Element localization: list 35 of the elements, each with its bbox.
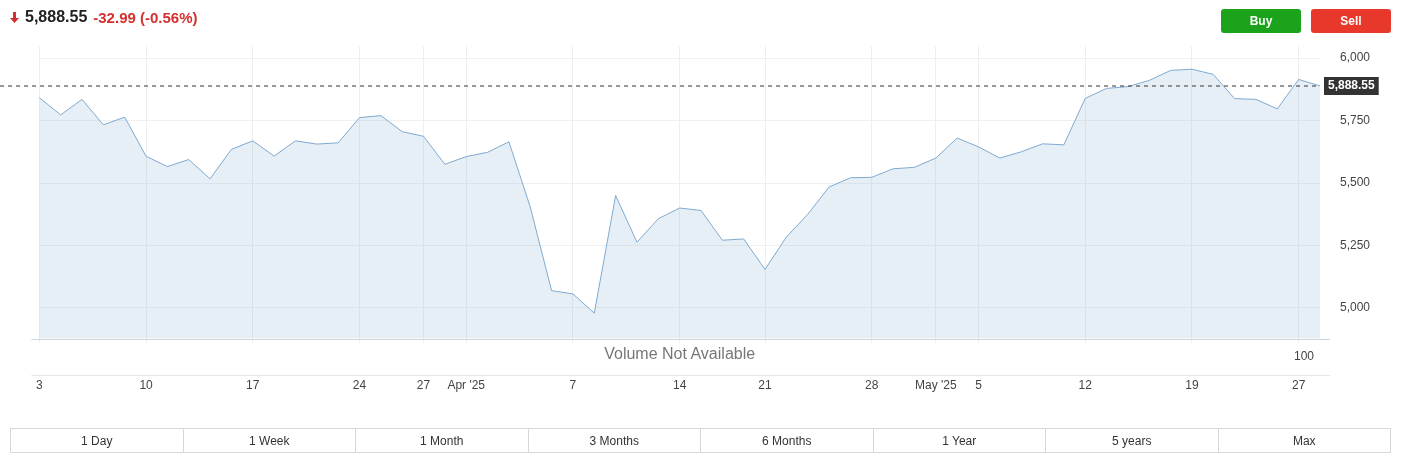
- y-tick-label: 5,500: [1340, 175, 1371, 190]
- text: 6 Months: [700, 429, 873, 452]
- y-tick-label: 6,000: [1340, 50, 1371, 65]
- text: 100: [1293, 348, 1315, 363]
- text: 1 Day: [80, 432, 114, 450]
- text: 1 Year: [872, 429, 1045, 452]
- x-tick-label: 27: [1291, 378, 1306, 393]
- y-tick-label: 5,000: [1340, 300, 1371, 315]
- x-tick-label: 21: [758, 378, 773, 393]
- x-tick-label: May '25: [914, 378, 957, 393]
- x-tick-label: 3: [35, 378, 43, 393]
- x-tick-label: 28: [865, 378, 879, 393]
- x-tick-label: 19: [1185, 378, 1199, 393]
- text: 5 years: [1045, 429, 1218, 452]
- x-tick-label: 10: [139, 378, 154, 393]
- text: 1 Month: [355, 429, 528, 452]
- text: Sell: [1311, 9, 1391, 33]
- ref-line-label: 5,888.55: [1328, 78, 1376, 93]
- text: 1 Week: [182, 429, 355, 452]
- x-tick-label: 27: [416, 378, 431, 393]
- y-tick-label: 5,750: [1340, 112, 1371, 127]
- x-tick-label: 24: [352, 378, 367, 393]
- text: Max: [1217, 429, 1390, 452]
- x-tick-label: 5: [975, 378, 983, 393]
- text: Buy: [1221, 9, 1301, 33]
- x-tick-label: 7: [569, 378, 577, 393]
- text: Volume Not Available: [604, 345, 756, 363]
- text: 3 Months: [527, 429, 700, 452]
- y-tick-label: 5,250: [1340, 237, 1371, 252]
- chart-title: 5,888.55: [25, 8, 88, 26]
- x-tick-label: 17: [246, 378, 260, 393]
- x-tick-label: 12: [1078, 378, 1093, 393]
- x-tick-label: Apr '25: [447, 378, 486, 393]
- x-tick-label: 14: [672, 378, 687, 393]
- chart-subtitle: -32.99 (-0.56%): [93, 8, 198, 26]
